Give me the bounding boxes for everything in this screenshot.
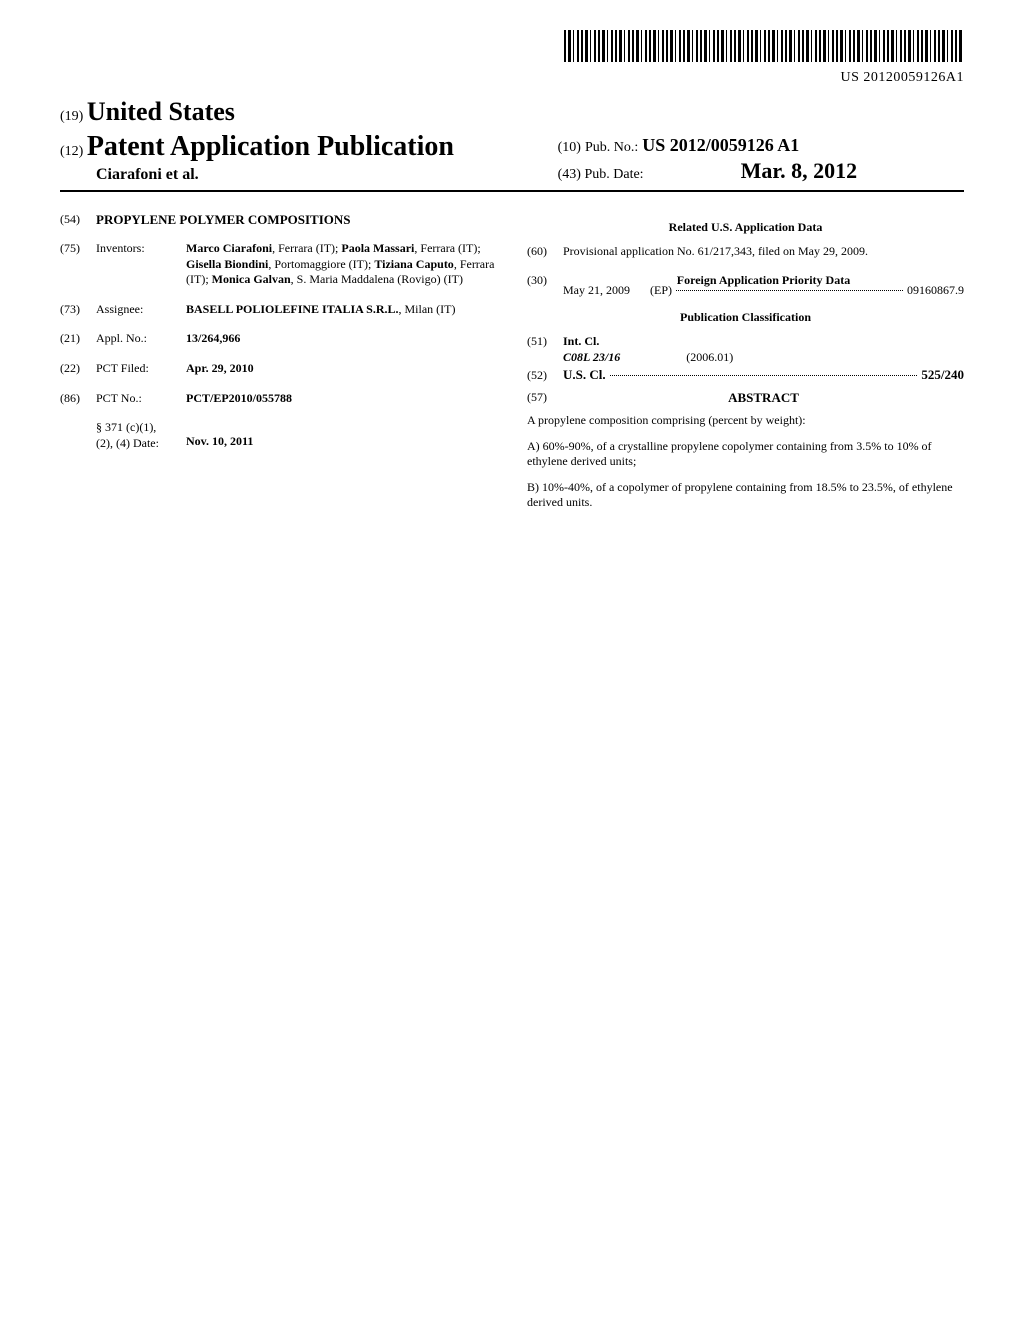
inventors-label: Inventors:: [96, 241, 186, 288]
publication-type: Patent Application Publication: [87, 131, 454, 162]
assignee-label: Assignee:: [96, 302, 186, 318]
uscl-value: 525/240: [921, 367, 964, 382]
barcode-graphic: [564, 30, 964, 62]
inventors-field: (75) Inventors: Marco Ciarafoni, Ferrara…: [60, 241, 497, 288]
pubno-value: US 2012/0059126 A1: [642, 135, 799, 155]
s371-label: § 371 (c)(1), (2), (4) Date:: [96, 420, 186, 451]
authors-header-line: Ciarafoni et al.: [96, 165, 548, 186]
intcl-class: C08L 23/16: [563, 350, 620, 364]
code-30: (30): [527, 273, 563, 289]
code-57: (57): [527, 390, 563, 407]
inventors-value: Marco Ciarafoni, Ferrara (IT); Paola Mas…: [186, 241, 497, 288]
header-left: (19) United States (12) Patent Applicati…: [60, 95, 548, 186]
applno-value: 13/264,966: [186, 331, 240, 345]
pctno-field: (86) PCT No.: PCT/EP2010/055788: [60, 391, 497, 407]
code-52: (52): [527, 368, 563, 384]
pctno-value: PCT/EP2010/055788: [186, 391, 292, 405]
applno-label: Appl. No.:: [96, 331, 186, 347]
code-51: (51): [527, 334, 563, 365]
code-22: (22): [60, 361, 96, 377]
left-column: (54) PROPYLENE POLYMER COMPOSITIONS (75)…: [60, 212, 497, 521]
pubno-label: Pub. No.:: [585, 140, 638, 155]
applno-field: (21) Appl. No.: 13/264,966: [60, 331, 497, 347]
related-heading: Related U.S. Application Data: [527, 220, 964, 236]
foreign-date: May 21, 2009: [563, 283, 630, 299]
invention-title: PROPYLENE POLYMER COMPOSITIONS: [96, 212, 497, 229]
body-columns: (54) PROPYLENE POLYMER COMPOSITIONS (75)…: [60, 212, 964, 521]
pubdate-label: Pub. Date:: [584, 167, 643, 182]
title-row: (54) PROPYLENE POLYMER COMPOSITIONS: [60, 212, 497, 229]
code-10: (10): [558, 140, 581, 155]
header-row: (19) United States (12) Patent Applicati…: [60, 95, 964, 186]
code-75: (75): [60, 241, 96, 288]
foreign-num: 09160867.9: [907, 283, 964, 299]
pubtype-line: (12) Patent Application Publication: [60, 129, 548, 165]
country-line: (19) United States: [60, 95, 548, 129]
code-54: (54): [60, 212, 96, 229]
uscl-field: (52) U.S. Cl. 525/240: [527, 367, 964, 384]
pubdate-value: Mar. 8, 2012: [741, 158, 858, 183]
provisional-field: (60) Provisional application No. 61/217,…: [527, 244, 964, 260]
country-name: United States: [87, 97, 235, 126]
code-60: (60): [527, 244, 563, 260]
uscl-label: U.S. Cl.: [563, 367, 606, 382]
intcl-date: (2006.01): [686, 350, 733, 364]
pctno-label: PCT No.:: [96, 391, 186, 407]
pctfiled-field: (22) PCT Filed: Apr. 29, 2010: [60, 361, 497, 377]
barcode-number: US 20120059126A1: [60, 69, 964, 87]
pctfiled-value: Apr. 29, 2010: [186, 361, 254, 375]
pubdate-line: (43) Pub. Date: Mar. 8, 2012: [558, 157, 964, 186]
code-86: (86): [60, 391, 96, 407]
assignee-field: (73) Assignee: BASELL POLIOLEFINE ITALIA…: [60, 302, 497, 318]
code-73: (73): [60, 302, 96, 318]
code-21: (21): [60, 331, 96, 347]
header-divider: [60, 190, 964, 192]
dotline-1: [676, 290, 903, 291]
foreign-cc: (EP): [650, 283, 672, 299]
provisional-text: Provisional application No. 61/217,343, …: [563, 244, 964, 260]
pctfiled-label: PCT Filed:: [96, 361, 186, 377]
intcl-label: Int. Cl.: [563, 334, 599, 348]
code-43: (43): [558, 167, 581, 182]
assignee-value: BASELL POLIOLEFINE ITALIA S.R.L., Milan …: [186, 302, 497, 318]
pubclass-heading: Publication Classification: [527, 310, 964, 326]
s371-field: § 371 (c)(1), (2), (4) Date: Nov. 10, 20…: [60, 420, 497, 451]
intcl-field: (51) Int. Cl. C08L 23/16 (2006.01): [527, 334, 964, 365]
s371-spacer: [60, 420, 96, 451]
header-right: (10) Pub. No.: US 2012/0059126 A1 (43) P…: [548, 134, 964, 186]
barcode-section: US 20120059126A1: [60, 30, 964, 87]
code-19: (19): [60, 109, 83, 124]
abstract-p3: B) 10%-40%, of a copolymer of propylene …: [527, 480, 964, 511]
right-column: Related U.S. Application Data (60) Provi…: [527, 212, 964, 521]
abstract-p2: A) 60%-90%, of a crystalline propylene c…: [527, 439, 964, 470]
abstract-label: ABSTRACT: [563, 390, 964, 407]
abstract-p1: A propylene composition comprising (perc…: [527, 413, 964, 429]
abstract-heading-row: (57) ABSTRACT: [527, 390, 964, 407]
code-12: (12): [60, 144, 83, 159]
pubno-line: (10) Pub. No.: US 2012/0059126 A1: [558, 134, 964, 158]
s371-value: Nov. 10, 2011: [186, 434, 253, 448]
dotline-2: [610, 375, 918, 376]
